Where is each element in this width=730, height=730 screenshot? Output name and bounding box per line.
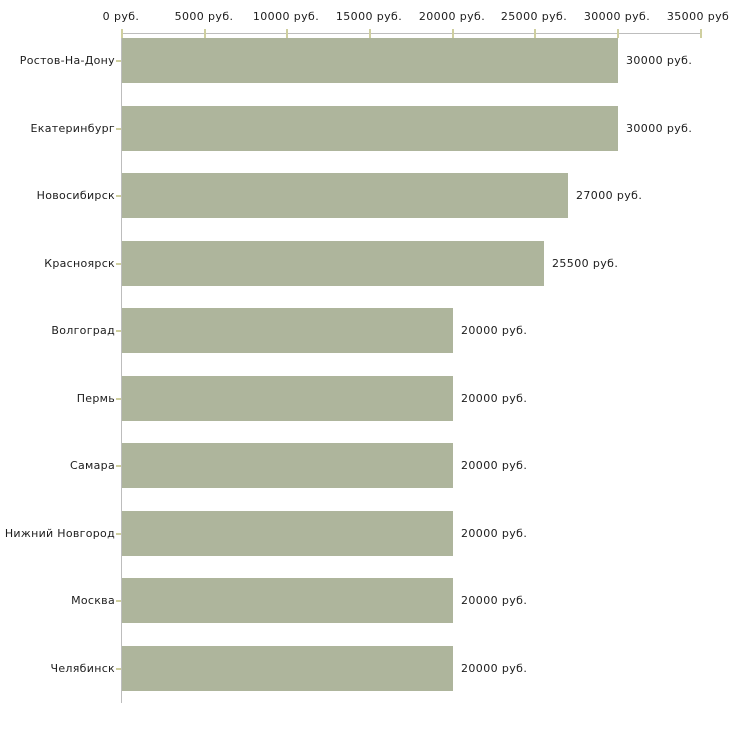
x-axis-tick-label: 0 руб.: [102, 10, 140, 23]
x-axis-tick-mark: [286, 29, 288, 38]
x-axis-line: [121, 33, 700, 34]
bar: [122, 308, 453, 353]
y-axis-tick-mark: [116, 128, 121, 130]
bar-value-label: 30000 руб.: [626, 122, 693, 135]
category-label: Пермь: [76, 392, 115, 405]
x-axis-tick-mark: [204, 29, 206, 38]
bar: [122, 106, 618, 151]
x-axis-tick-label: 15000 руб.: [335, 10, 403, 23]
bar: [122, 646, 453, 691]
bar-value-label: 20000 руб.: [461, 459, 528, 472]
y-axis-tick-mark: [116, 60, 121, 62]
x-axis-tick-label: 35000 руб.: [666, 10, 730, 23]
bar: [122, 443, 453, 488]
category-label: Новосибирск: [36, 189, 115, 202]
category-label: Ростов-На-Дону: [19, 54, 115, 67]
bar-value-label: 20000 руб.: [461, 324, 528, 337]
category-label: Челябинск: [50, 662, 115, 675]
bar-value-label: 27000 руб.: [576, 189, 643, 202]
y-axis-tick-mark: [116, 533, 121, 535]
bar: [122, 173, 568, 218]
category-label: Москва: [71, 594, 115, 607]
category-label: Волгоград: [51, 324, 115, 337]
x-axis-tick-label: 10000 руб.: [252, 10, 320, 23]
bar: [122, 38, 618, 83]
bar-value-label: 20000 руб.: [461, 527, 528, 540]
bar-value-label: 20000 руб.: [461, 662, 528, 675]
x-axis-tick-mark: [452, 29, 454, 38]
x-axis-tick-label: 30000 руб.: [583, 10, 651, 23]
y-axis-tick-mark: [116, 668, 121, 670]
y-axis-tick-mark: [116, 263, 121, 265]
bar-value-label: 20000 руб.: [461, 594, 528, 607]
bar-value-label: 20000 руб.: [461, 392, 528, 405]
bar-value-label: 30000 руб.: [626, 54, 693, 67]
x-axis-tick-mark: [121, 29, 123, 38]
x-axis-tick-label: 20000 руб.: [418, 10, 486, 23]
x-axis-tick-mark: [700, 29, 702, 38]
y-axis-line: [121, 33, 122, 703]
category-label: Красноярск: [44, 257, 115, 270]
y-axis-tick-mark: [116, 330, 121, 332]
x-axis-tick-mark: [534, 29, 536, 38]
bar: [122, 511, 453, 556]
x-axis-tick-label: 25000 руб.: [500, 10, 568, 23]
bar: [122, 578, 453, 623]
category-label: Екатеринбург: [30, 122, 115, 135]
y-axis-tick-mark: [116, 465, 121, 467]
x-axis-tick-mark: [369, 29, 371, 38]
bar: [122, 376, 453, 421]
x-axis-tick-label: 5000 руб.: [174, 10, 234, 23]
category-label: Нижний Новгород: [4, 527, 115, 540]
bar: [122, 241, 544, 286]
category-label: Самара: [70, 459, 115, 472]
y-axis-tick-mark: [116, 398, 121, 400]
x-axis-tick-mark: [617, 29, 619, 38]
y-axis-tick-mark: [116, 195, 121, 197]
y-axis-tick-mark: [116, 600, 121, 602]
bar-value-label: 25500 руб.: [552, 257, 619, 270]
